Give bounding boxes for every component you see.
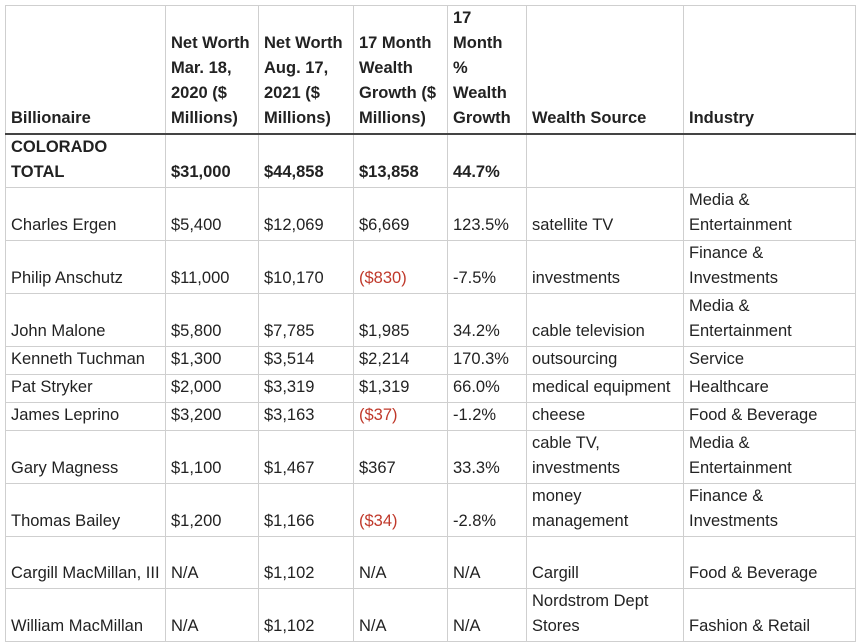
cell-source: money management [526,483,684,537]
cell-nw2021: $7,785 [258,293,354,347]
cell-industry: Media & Entertainment [683,293,856,347]
total-row: COLORADO TOTAL $31,000 $44,858 $13,858 4… [5,133,856,188]
table-row: Pat Stryker $2,000 $3,319 $1,319 66.0% m… [5,374,856,403]
cell-pct: 66.0% [447,374,527,403]
total-industry [683,133,856,188]
cell-nw2020: $5,400 [165,187,259,241]
cell-nw2020: $11,000 [165,240,259,294]
cell-pct: 170.3% [447,346,527,375]
cell-nw2021: $3,163 [258,402,354,431]
cell-nw2021: $10,170 [258,240,354,294]
cell-nw2020: $1,100 [165,430,259,484]
cell-nw2020: N/A [165,536,259,589]
cell-industry: Finance & Investments [683,240,856,294]
total-nw2020: $31,000 [165,133,259,188]
cell-name: Kenneth Tuchman [5,346,166,375]
cell-nw2020: $1,300 [165,346,259,375]
cell-source: Nordstrom Dept Stores [526,588,684,642]
cell-pct: -1.2% [447,402,527,431]
cell-growth: N/A [353,588,448,642]
cell-pct: 34.2% [447,293,527,347]
header-wealth-source: Wealth Source [526,5,684,135]
table-row: Thomas Bailey $1,200 $1,166 ($34) -2.8% … [5,483,856,537]
table-row: James Leprino $3,200 $3,163 ($37) -1.2% … [5,402,856,431]
table-row: John Malone $5,800 $7,785 $1,985 34.2% c… [5,293,856,347]
cell-nw2021: $1,102 [258,536,354,589]
cell-pct: 123.5% [447,187,527,241]
cell-pct: N/A [447,536,527,589]
cell-source: Cargill [526,536,684,589]
cell-nw2020: $1,200 [165,483,259,537]
cell-source: cheese [526,402,684,431]
cell-nw2021: $12,069 [258,187,354,241]
cell-nw2021: $1,166 [258,483,354,537]
cell-nw2021: $3,514 [258,346,354,375]
cell-name: William MacMillan [5,588,166,642]
cell-pct: 33.3% [447,430,527,484]
header-percent-growth: 17 Month % Wealth Growth [447,5,527,135]
cell-name: Philip Anschutz [5,240,166,294]
total-growth: $13,858 [353,133,448,188]
cell-source: cable television [526,293,684,347]
cell-name: Thomas Bailey [5,483,166,537]
cell-growth: $1,985 [353,293,448,347]
cell-source: medical equipment [526,374,684,403]
cell-growth: N/A [353,536,448,589]
header-wealth-growth: 17 Month Wealth Growth ($ Millions) [353,5,448,135]
table-row: Philip Anschutz $11,000 $10,170 ($830) -… [5,240,856,294]
cell-name: Charles Ergen [5,187,166,241]
header-industry: Industry [683,5,856,135]
cell-source: investments [526,240,684,294]
table-row: Charles Ergen $5,400 $12,069 $6,669 123.… [5,187,856,241]
cell-industry: Fashion & Retail [683,588,856,642]
cell-industry: Service [683,346,856,375]
cell-nw2021: $3,319 [258,374,354,403]
total-nw2021: $44,858 [258,133,354,188]
cell-industry: Food & Beverage [683,536,856,589]
total-source [526,133,684,188]
cell-growth: ($34) [353,483,448,537]
table-row: Cargill MacMillan, III N/A $1,102 N/A N/… [5,536,856,589]
total-pct: 44.7% [447,133,527,188]
cell-source: satellite TV [526,187,684,241]
total-name: COLORADO TOTAL [5,133,166,188]
billionaire-wealth-table: Billionaire Net Worth Mar. 18, 2020 ($ M… [5,5,856,642]
cell-growth: $2,214 [353,346,448,375]
cell-industry: Media & Entertainment [683,430,856,484]
cell-industry: Media & Entertainment [683,187,856,241]
header-billionaire: Billionaire [5,5,166,135]
cell-growth: $367 [353,430,448,484]
cell-nw2020: $2,000 [165,374,259,403]
cell-industry: Food & Beverage [683,402,856,431]
cell-nw2020: N/A [165,588,259,642]
cell-growth: ($37) [353,402,448,431]
cell-nw2020: $5,800 [165,293,259,347]
header-net-worth-2021: Net Worth Aug. 17, 2021 ($ Millions) [258,5,354,135]
cell-source: outsourcing [526,346,684,375]
cell-source: cable TV, investments [526,430,684,484]
cell-name: Pat Stryker [5,374,166,403]
cell-growth: ($830) [353,240,448,294]
cell-nw2021: $1,467 [258,430,354,484]
cell-growth: $1,319 [353,374,448,403]
cell-nw2021: $1,102 [258,588,354,642]
cell-name: John Malone [5,293,166,347]
header-row: Billionaire Net Worth Mar. 18, 2020 ($ M… [5,5,856,135]
table-row: Kenneth Tuchman $1,300 $3,514 $2,214 170… [5,346,856,375]
cell-nw2020: $3,200 [165,402,259,431]
cell-industry: Finance & Investments [683,483,856,537]
header-net-worth-2020: Net Worth Mar. 18, 2020 ($ Millions) [165,5,259,135]
cell-industry: Healthcare [683,374,856,403]
cell-name: Gary Magness [5,430,166,484]
cell-pct: N/A [447,588,527,642]
cell-name: James Leprino [5,402,166,431]
cell-growth: $6,669 [353,187,448,241]
cell-pct: -7.5% [447,240,527,294]
table-row: William MacMillan N/A $1,102 N/A N/A Nor… [5,588,856,642]
table-row: Gary Magness $1,100 $1,467 $367 33.3% ca… [5,430,856,484]
cell-pct: -2.8% [447,483,527,537]
cell-name: Cargill MacMillan, III [5,536,166,589]
